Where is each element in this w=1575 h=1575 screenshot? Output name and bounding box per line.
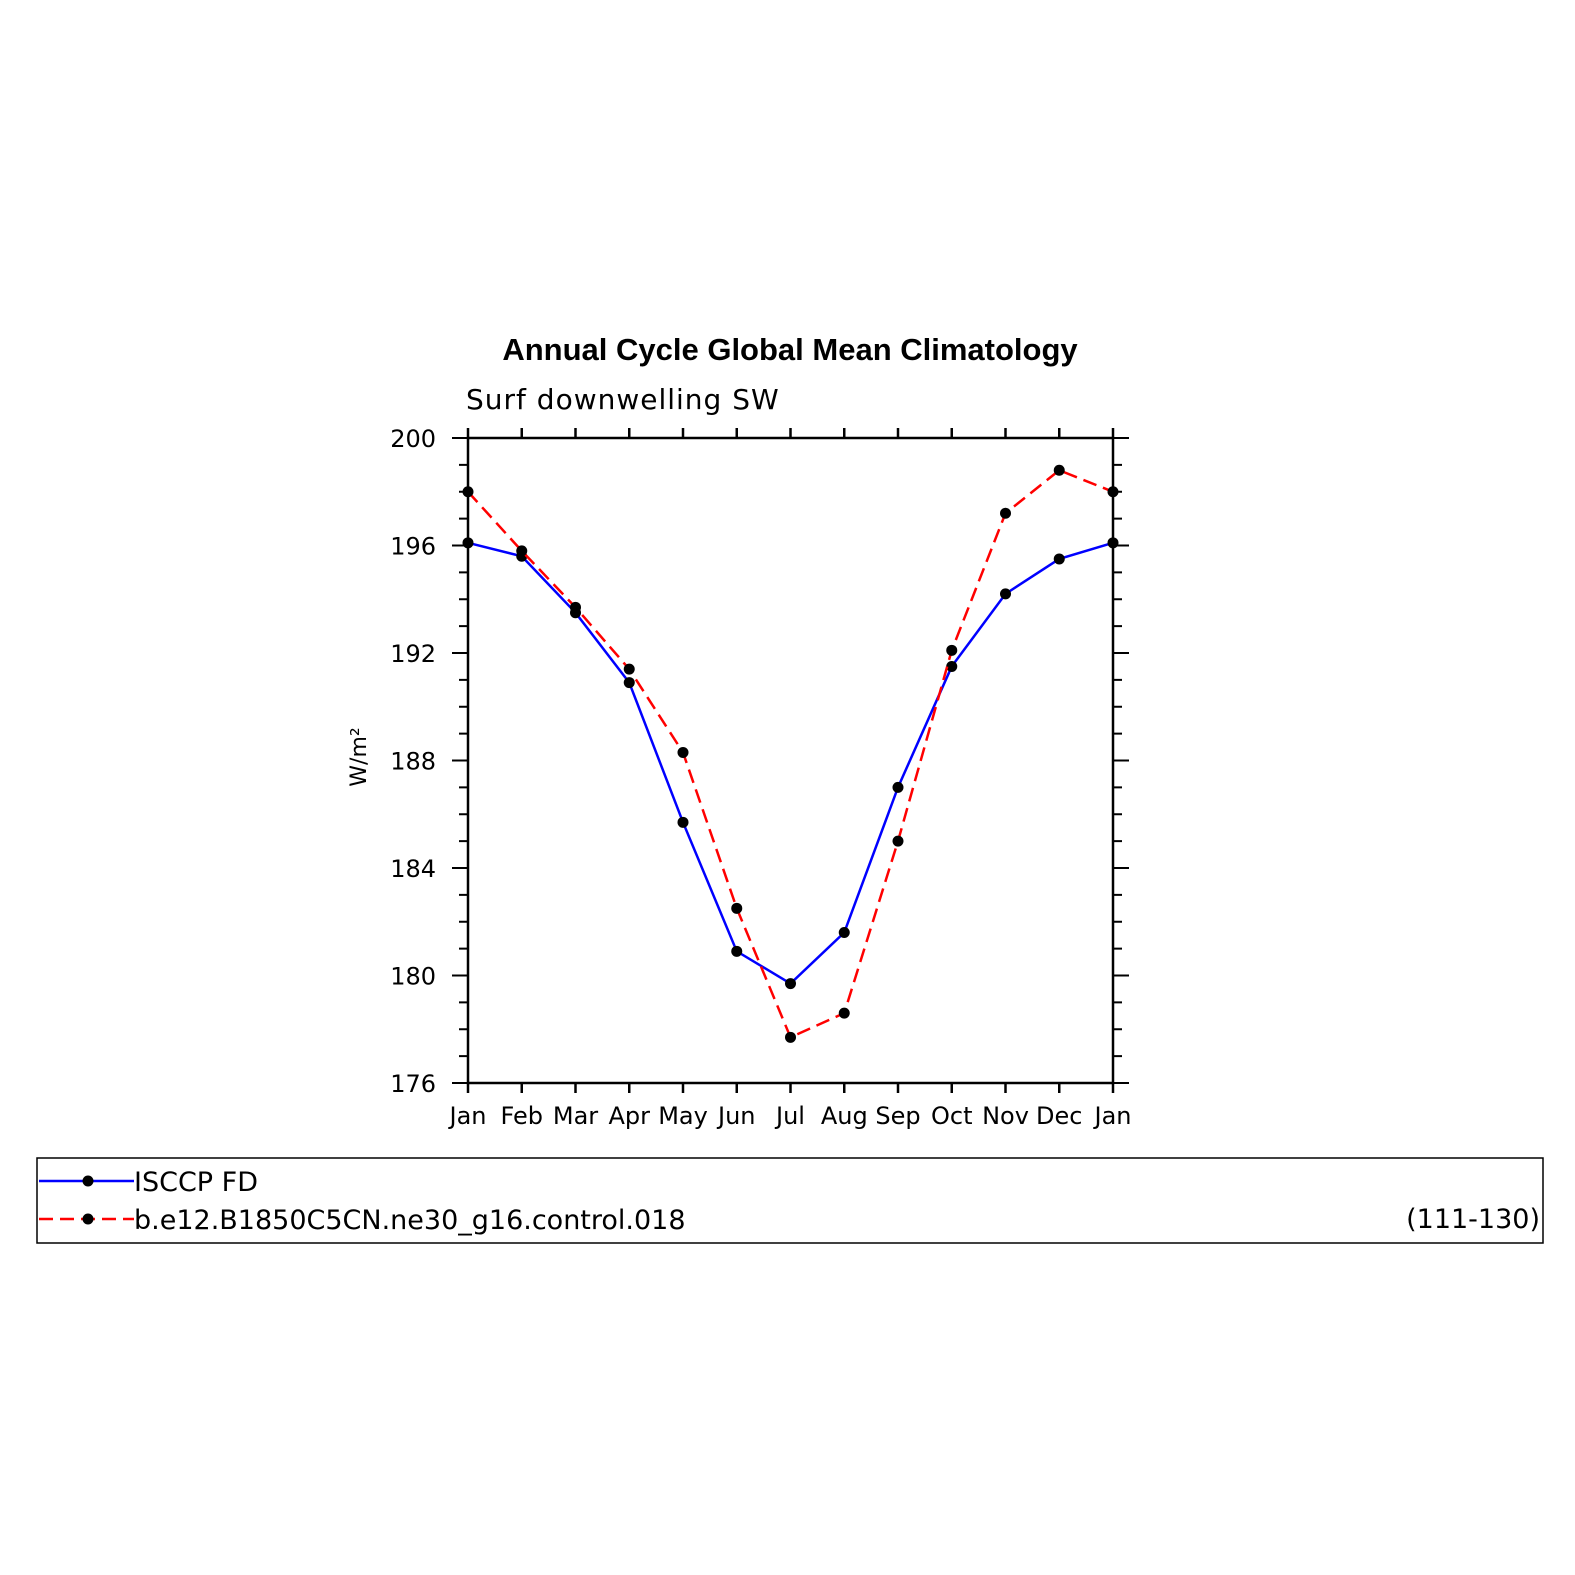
series-2-point	[1107, 486, 1119, 498]
x-tick-label: Oct	[931, 1102, 973, 1130]
series-2-point	[677, 746, 689, 758]
series-1-point	[462, 537, 474, 549]
x-tick-label: Jan	[1093, 1102, 1132, 1130]
x-tick-label: Aug	[821, 1102, 868, 1130]
y-tick-label: 184	[390, 855, 436, 883]
series-1-point	[677, 816, 689, 828]
series-1-point	[838, 927, 850, 938]
series-line-2	[467, 468, 1114, 1039]
chart-subtitle: Surf downwelling SW	[466, 383, 780, 416]
x-tick-label: May	[658, 1102, 708, 1130]
y-tick-label: 176	[390, 1070, 436, 1098]
series-2-point	[516, 545, 528, 557]
legend-note: (111-130)	[1406, 1204, 1540, 1235]
series-1-point	[946, 660, 958, 672]
series-2-point	[892, 835, 904, 847]
x-tick-label: Nov	[982, 1102, 1029, 1130]
series-1-point	[1000, 588, 1011, 600]
series-1-point	[1107, 537, 1119, 549]
y-tick-label: 196	[390, 533, 436, 561]
x-tick-label: Dec	[1036, 1102, 1082, 1130]
series-2-point	[731, 902, 743, 914]
x-tick-label: Jan	[448, 1102, 487, 1130]
series-1-point	[785, 978, 796, 990]
legend-marker-1	[82, 1175, 94, 1187]
series-1-point	[1053, 553, 1065, 565]
plot-area: Jan Feb Mar Apr May Jun Jul Aug Sep Oct Nov Dec Jan 1…	[390, 425, 1131, 1130]
series-2-point	[462, 486, 474, 498]
series-1-point	[623, 677, 635, 689]
chart-title: Annual Cycle Global Mean Climatology	[502, 332, 1078, 367]
legend-label-2: b.e12.B1850C5CN.ne30_g16.control.018	[134, 1205, 686, 1236]
series-2-point	[570, 601, 581, 613]
series-2-point	[1000, 507, 1011, 519]
legend: (111-130) ISCCP FD b.e12.B1850C5CN.ne30_g…	[36, 1157, 1544, 1244]
series-2-point	[1053, 464, 1065, 476]
x-tick-label: Sep	[875, 1102, 920, 1130]
y-tick-label: 188	[390, 748, 436, 776]
x-tick-label: Feb	[501, 1102, 544, 1130]
series-2-point	[623, 663, 635, 675]
series-2-point	[838, 1007, 850, 1019]
legend-label-1: ISCCP FD	[134, 1167, 258, 1198]
x-tick-label: Jul	[774, 1102, 805, 1130]
y-axis-label: W/m²	[347, 727, 372, 786]
x-tick-label: Mar	[553, 1102, 598, 1130]
y-tick-label: 200	[390, 425, 436, 453]
legend-marker-2	[82, 1213, 94, 1225]
series-1-point	[892, 781, 904, 793]
x-tick-label: Apr	[608, 1102, 650, 1130]
y-tick-label: 180	[390, 963, 436, 991]
series-2-point	[785, 1031, 796, 1043]
series-2-point	[946, 644, 958, 656]
y-tick-label: 192	[390, 640, 436, 668]
legend-box	[36, 1157, 1544, 1244]
x-tick-label: Jun	[716, 1102, 756, 1130]
series-line-1	[467, 541, 1114, 986]
series-1-point	[731, 945, 743, 957]
